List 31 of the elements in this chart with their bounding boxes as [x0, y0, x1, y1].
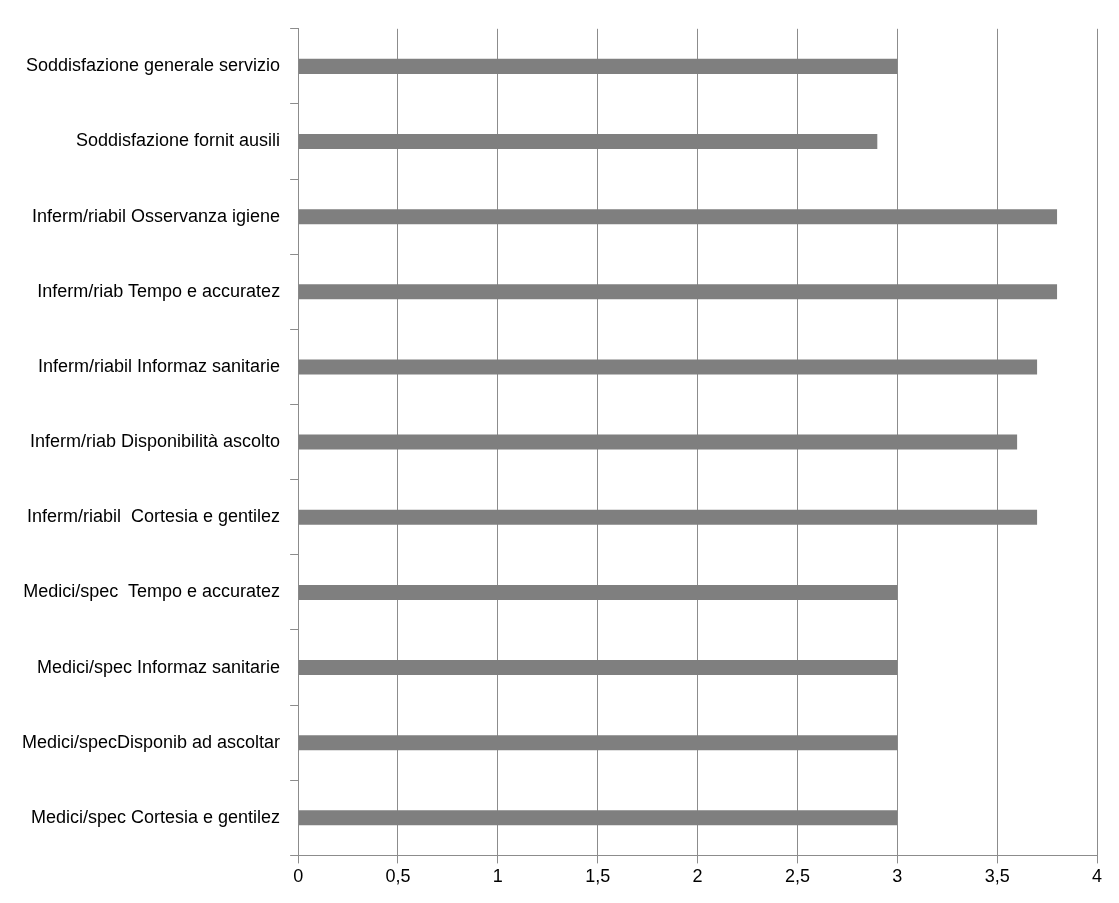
bar — [298, 509, 1038, 525]
x-tick-label: 0 — [293, 866, 304, 887]
x-tick-label: 0,5 — [385, 866, 411, 887]
y-tick-label: Inferm/riabil Osservanza igiene — [32, 205, 281, 226]
bar — [298, 660, 898, 676]
y-tick-label: Inferm/riab Tempo e accuratez — [37, 280, 281, 301]
y-tick-label: Inferm/riabil Informaz sanitarie — [38, 355, 281, 376]
bar — [298, 434, 1018, 450]
x-tick-label: 3 — [892, 866, 903, 887]
bar — [298, 359, 1038, 375]
bar — [298, 209, 1058, 225]
y-tick-label: Medici/specDisponib ad ascoltar — [21, 731, 281, 752]
x-tick-label: 3,5 — [984, 866, 1010, 887]
y-tick-label: Medici/spec Informaz sanitarie — [37, 656, 281, 677]
bar — [298, 810, 898, 826]
x-tick-label: 1,5 — [585, 866, 611, 887]
y-tick-label: Soddisfazione fornit ausili — [76, 130, 281, 151]
bar — [298, 735, 898, 751]
bar — [298, 58, 898, 74]
bar — [298, 284, 1058, 300]
y-tick-label: Soddisfazione generale servizio — [25, 55, 281, 76]
x-tick-label: 4 — [1091, 866, 1103, 887]
y-tick-label: Medici/spec Tempo e accuratez — [23, 581, 281, 602]
x-tick-label: 1 — [492, 866, 503, 887]
y-tick-label: Inferm/riab Disponibilità ascolto — [30, 431, 281, 452]
x-tick-label: 2,5 — [784, 866, 810, 887]
x-tick-label: 2 — [692, 866, 703, 887]
bar — [298, 584, 898, 600]
y-tick-label: Medici/spec Cortesia e gentilez — [31, 806, 281, 827]
y-tick-label: Inferm/riabil Cortesia e gentilez — [27, 506, 281, 527]
bar — [298, 134, 878, 150]
